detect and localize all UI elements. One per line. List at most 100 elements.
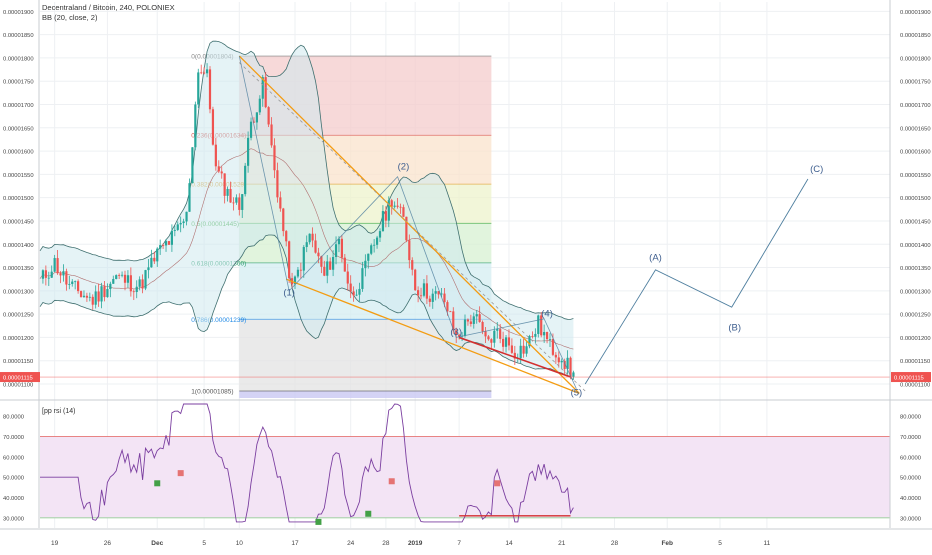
candle-body (484, 331, 487, 337)
falling-wedge-upper[interactable] (238, 55, 580, 394)
candle-body (53, 258, 56, 272)
candle-body (258, 98, 261, 113)
price-tick-right: 0.00001500 (900, 196, 931, 202)
candle-body (232, 202, 235, 204)
candle-body (255, 112, 258, 123)
abc-projection-path[interactable] (584, 178, 809, 385)
rsi-tick-right: 50.0000 (900, 476, 921, 482)
candle-body (478, 314, 481, 322)
candle-body (361, 268, 364, 289)
price-tick-right: 0.00001800 (900, 56, 931, 62)
wave-label: (C) (810, 164, 823, 175)
candle-body (97, 291, 100, 302)
candle-body (320, 256, 323, 267)
candle-body (563, 360, 566, 369)
trendline-drawings[interactable] (40, 55, 890, 394)
candle-body (188, 183, 191, 212)
candle-body (167, 241, 171, 245)
candle-body (285, 231, 288, 242)
price-tick-right: 0.00001850 (900, 33, 931, 39)
candle-body (100, 286, 103, 302)
divergence-marker (494, 480, 501, 487)
candle-body (458, 334, 461, 337)
red-support-line[interactable] (458, 336, 571, 378)
candle-body (387, 200, 390, 221)
candle-body (375, 237, 379, 245)
elliott-wave-labels: (1) (2) (3) (4) (5) (A) (B) (C) (283, 162, 823, 399)
candle-body (56, 258, 59, 274)
candle-body (493, 330, 496, 343)
candle-body (50, 271, 53, 278)
candle-body (373, 244, 376, 246)
divergence-marker (315, 518, 322, 525)
divergence-marker (177, 470, 184, 477)
wave-label: (5) (571, 388, 583, 399)
candle-body (138, 279, 141, 287)
time-tick: 24 (347, 540, 355, 547)
price-tick-left: 0.00001400 (3, 243, 34, 249)
candle-body (428, 298, 431, 302)
rsi-tick-right: 80.0000 (900, 415, 921, 421)
rsi-tick-left: 50.0000 (3, 476, 24, 482)
wave-label: (B) (728, 322, 741, 333)
elliott-wave-path[interactable] (238, 55, 577, 389)
candle-body (118, 275, 121, 276)
price-tick-left: 0.00001600 (3, 150, 34, 156)
candle-body (487, 336, 490, 340)
time-tick: 11 (764, 540, 771, 547)
candle-body (367, 253, 370, 261)
candle-body (299, 269, 302, 271)
falling-wedge-lower[interactable] (285, 278, 580, 394)
candle-body (534, 333, 537, 337)
candle-body (282, 208, 285, 232)
candle-body (346, 271, 349, 284)
candle-body (197, 72, 200, 105)
price-tick-right: 0.00001750 (900, 80, 931, 86)
candle-body (405, 216, 408, 241)
candle-body (496, 329, 499, 331)
candle-body (569, 357, 572, 377)
candle-body (170, 230, 173, 245)
candle-body (132, 291, 135, 293)
candle-body (208, 69, 212, 110)
candle-body (211, 109, 215, 145)
price-tick-right: 0.00001150 (900, 359, 930, 365)
price-tick-right: 0.00001300 (900, 289, 931, 295)
candle-body (59, 273, 62, 276)
candle-body (74, 281, 77, 283)
last-price-tag-right (891, 372, 931, 383)
candle-body (162, 245, 165, 246)
candle-body (135, 286, 138, 293)
price-tick-left: 0.00001850 (3, 33, 34, 39)
time-tick: 14 (505, 540, 513, 547)
candle-body (191, 147, 194, 184)
candle-body (466, 319, 470, 322)
candle-body (85, 295, 88, 298)
fib-zone (239, 391, 492, 398)
candle-body (378, 231, 382, 238)
candle-body (273, 145, 276, 171)
candle-body (270, 124, 273, 146)
price-tick-left: 0.00001150 (3, 359, 33, 365)
price-tick-right: 0.00001650 (900, 126, 931, 132)
candle-body (311, 233, 314, 241)
price-tick-left: 0.00001650 (3, 126, 34, 132)
candle-body (112, 279, 115, 284)
rsi-band-fill (40, 436, 890, 518)
candle-body (545, 332, 549, 340)
time-tick: 5 (202, 540, 206, 547)
candle-body (115, 275, 118, 280)
candle-body (543, 332, 546, 336)
candle-body (241, 194, 244, 210)
candle-body (179, 223, 182, 225)
price-tick-right: 0.00001550 (900, 173, 931, 179)
candle-body (217, 166, 220, 172)
candle-body (94, 291, 97, 305)
candle-body (279, 197, 282, 209)
candle-body (44, 270, 47, 278)
rsi-tick-right: 30.0000 (900, 516, 921, 522)
candle-body (334, 244, 338, 257)
candle-body (82, 295, 86, 297)
dashed-trendline[interactable] (239, 62, 586, 392)
